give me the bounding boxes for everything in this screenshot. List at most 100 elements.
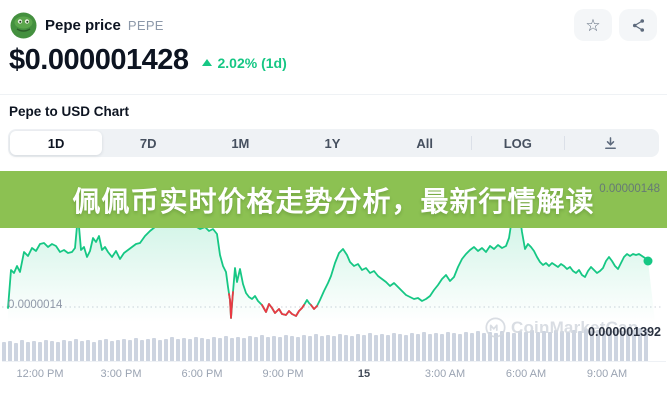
watchlist-button[interactable]: ☆	[574, 9, 612, 41]
volume-bar	[266, 337, 270, 361]
volume-bar	[278, 337, 282, 361]
volume-bar	[2, 342, 6, 361]
volume-bars	[2, 328, 666, 362]
share-button[interactable]	[619, 9, 657, 41]
volume-bar	[548, 332, 552, 361]
share-icon	[632, 18, 644, 32]
volume-bar	[386, 335, 390, 361]
volume-bar	[218, 338, 222, 361]
volume-bar	[446, 332, 450, 361]
volume-bar	[8, 341, 12, 361]
volume-bar	[398, 334, 402, 361]
volume-bar	[230, 338, 234, 361]
volume-bar	[62, 340, 66, 361]
volume-bar	[608, 329, 612, 361]
volume-bar	[212, 337, 216, 361]
volume-bar	[284, 335, 288, 361]
volume-bar	[236, 337, 240, 361]
volume-bar	[104, 339, 108, 361]
volume-bar	[224, 336, 228, 361]
volume-bar	[350, 336, 354, 361]
volume-bar	[494, 333, 498, 361]
toolbar-separator	[470, 136, 472, 150]
x-axis-tick: 3:00 AM	[424, 368, 466, 380]
watermark-text: CoinMarketCap	[511, 317, 639, 337]
header-divider	[0, 94, 667, 95]
range-toolbar: 1D 7D 1M 1Y All LOG	[8, 129, 659, 157]
range-tab-1y[interactable]: 1Y	[286, 131, 378, 155]
volume-bar	[182, 338, 186, 361]
volume-bar	[314, 334, 318, 361]
volume-bar	[338, 334, 342, 361]
volume-bar	[410, 333, 414, 361]
volume-bar	[98, 340, 102, 361]
volume-bar	[488, 332, 492, 361]
volume-bar	[614, 330, 618, 361]
volume-bar	[440, 334, 444, 361]
volume-bar	[26, 342, 30, 361]
volume-bar	[80, 341, 84, 361]
volume-bar	[254, 337, 258, 361]
price-line-down-segment	[228, 291, 234, 319]
volume-bar	[476, 331, 480, 361]
log-scale-toggle[interactable]: LOG	[472, 131, 564, 155]
price-row: $0.000001428 2.02% (1d)	[9, 44, 287, 77]
volume-bar	[536, 332, 540, 361]
volume-bar	[566, 332, 570, 361]
volume-bar	[200, 338, 204, 361]
volume-bar	[452, 333, 456, 361]
volume-bar	[458, 334, 462, 361]
range-tab-all[interactable]: All	[379, 131, 471, 155]
volume-bar	[392, 333, 396, 361]
volume-bar	[590, 331, 594, 361]
volume-bar	[86, 340, 90, 361]
range-tab-1d[interactable]: 1D	[10, 131, 103, 155]
x-axis-tick: 9:00 AM	[586, 368, 628, 380]
volume-bar	[272, 336, 276, 361]
volume-bar	[512, 333, 516, 361]
volume-bar	[140, 340, 144, 361]
price-change: 2.02% (1d)	[202, 55, 287, 71]
volume-bar	[500, 331, 504, 361]
range-tab-1m[interactable]: 1M	[194, 131, 286, 155]
volume-bar	[14, 343, 18, 361]
coin-symbol: PEPE	[127, 17, 164, 33]
volume-bar	[164, 339, 168, 361]
volume-bar	[554, 330, 558, 361]
volume-bar	[524, 332, 528, 361]
up-arrow-icon	[202, 59, 213, 66]
x-axis-tick: 6:00 AM	[505, 368, 547, 380]
price-line-down-segment	[310, 304, 318, 310]
volume-bar	[626, 329, 630, 361]
volume-bar	[74, 339, 78, 361]
volume-bar	[464, 332, 468, 361]
coin-name: Pepe price	[45, 16, 121, 34]
volume-bar	[206, 339, 210, 361]
volume-bar	[380, 334, 384, 361]
volume-bar	[638, 328, 642, 361]
last-price-dot	[643, 256, 653, 266]
toolbar-separator	[563, 136, 565, 150]
promo-banner-text: 佩佩币实时价格走势分析，最新行情解读	[72, 185, 595, 217]
range-tab-7d[interactable]: 7D	[102, 131, 194, 155]
volume-bar	[116, 340, 120, 361]
y-label-high: 0.00000148	[599, 183, 660, 195]
volume-bar	[122, 339, 126, 361]
volume-bar	[482, 333, 486, 361]
header-actions: ☆	[574, 9, 657, 41]
volume-bar	[470, 333, 474, 361]
volume-bar	[302, 335, 306, 361]
volume-bar	[32, 341, 36, 361]
volume-bar	[242, 338, 246, 361]
volume-bar	[194, 337, 198, 361]
y-label-open: 0.0000014	[8, 299, 63, 311]
volume-bar	[92, 342, 96, 361]
volume-bar	[68, 341, 72, 361]
volume-bar	[596, 330, 600, 361]
volume-bar	[110, 341, 114, 361]
volume-bar	[50, 341, 54, 361]
download-chart-button[interactable]	[565, 131, 657, 155]
volume-bar	[326, 335, 330, 361]
volume-bar	[128, 340, 132, 361]
